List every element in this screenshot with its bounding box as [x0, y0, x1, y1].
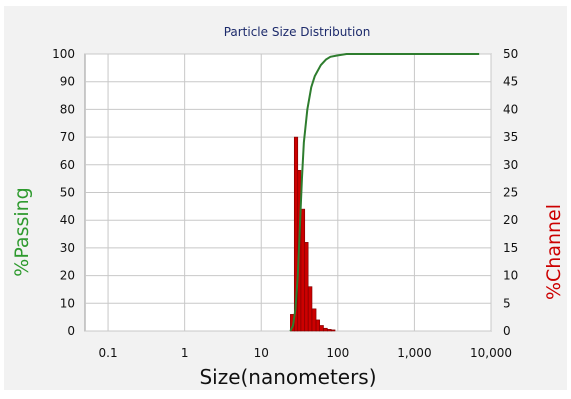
left-axis-tick-label: 0	[67, 324, 75, 338]
left-axis-tick-label: 50	[60, 186, 75, 200]
left-axis-tick-label: 20	[60, 269, 75, 283]
left-axis-ticks: 0 10 20 30 40 50 60 70 80 90 100	[52, 47, 75, 338]
x-axis-tick-label: 10,000	[470, 346, 512, 360]
right-axis-label: %Channel	[543, 204, 565, 300]
right-axis-tick-label: 25	[503, 186, 518, 200]
passing-curve	[289, 53, 480, 332]
left-axis-tick-label: 60	[60, 158, 75, 172]
right-axis-tick-label: 10	[503, 269, 518, 283]
left-axis-tick-label: 30	[60, 241, 75, 255]
channel-bar	[304, 242, 309, 332]
right-axis-tick-label: 15	[503, 241, 518, 255]
channel-bar	[300, 208, 306, 332]
right-axis-tick-label: 20	[503, 213, 518, 227]
right-axis-tick-label: 45	[503, 75, 518, 89]
x-axis-tick-label: 10	[254, 346, 269, 360]
channel-bar	[319, 325, 324, 332]
x-axis-tick-label: 1,000	[397, 346, 431, 360]
left-axis-tick-label: 70	[60, 130, 75, 144]
right-axis-tick-label: 40	[503, 102, 518, 116]
right-axis-tick-label: 5	[503, 296, 511, 310]
passing-line	[289, 53, 480, 332]
channel-bar	[307, 286, 313, 332]
channel-bar	[311, 308, 317, 332]
x-axis-tick-label: 0.1	[99, 346, 118, 360]
left-axis-tick-label: 100	[52, 47, 75, 61]
left-axis-tick-label: 10	[60, 296, 75, 310]
channel-bar	[330, 329, 336, 332]
grid-lines	[85, 53, 492, 332]
channel-bar	[327, 329, 332, 332]
right-axis-tick-label: 35	[503, 130, 518, 144]
channel-bar	[315, 319, 321, 332]
left-axis-tick-label: 40	[60, 213, 75, 227]
channel-bar	[323, 327, 328, 332]
x-axis-ticks: 0.1 1 10 100 1,000 10,000	[99, 346, 512, 360]
x-axis-label: Size(nanometers)	[199, 365, 376, 389]
left-axis-tick-label: 80	[60, 102, 75, 116]
right-axis-ticks: 0 5 10 15 20 25 30 35 40 45 50	[503, 47, 518, 338]
right-axis-tick-label: 0	[503, 324, 511, 338]
x-axis-tick-label: 100	[326, 346, 349, 360]
chart-title: Particle Size Distribution	[224, 25, 371, 39]
left-axis-label: %Passing	[11, 187, 33, 276]
left-axis-tick-label: 90	[60, 75, 75, 89]
x-axis-tick-label: 1	[181, 346, 189, 360]
right-axis-tick-label: 30	[503, 158, 518, 172]
right-axis-tick-label: 50	[503, 47, 518, 61]
